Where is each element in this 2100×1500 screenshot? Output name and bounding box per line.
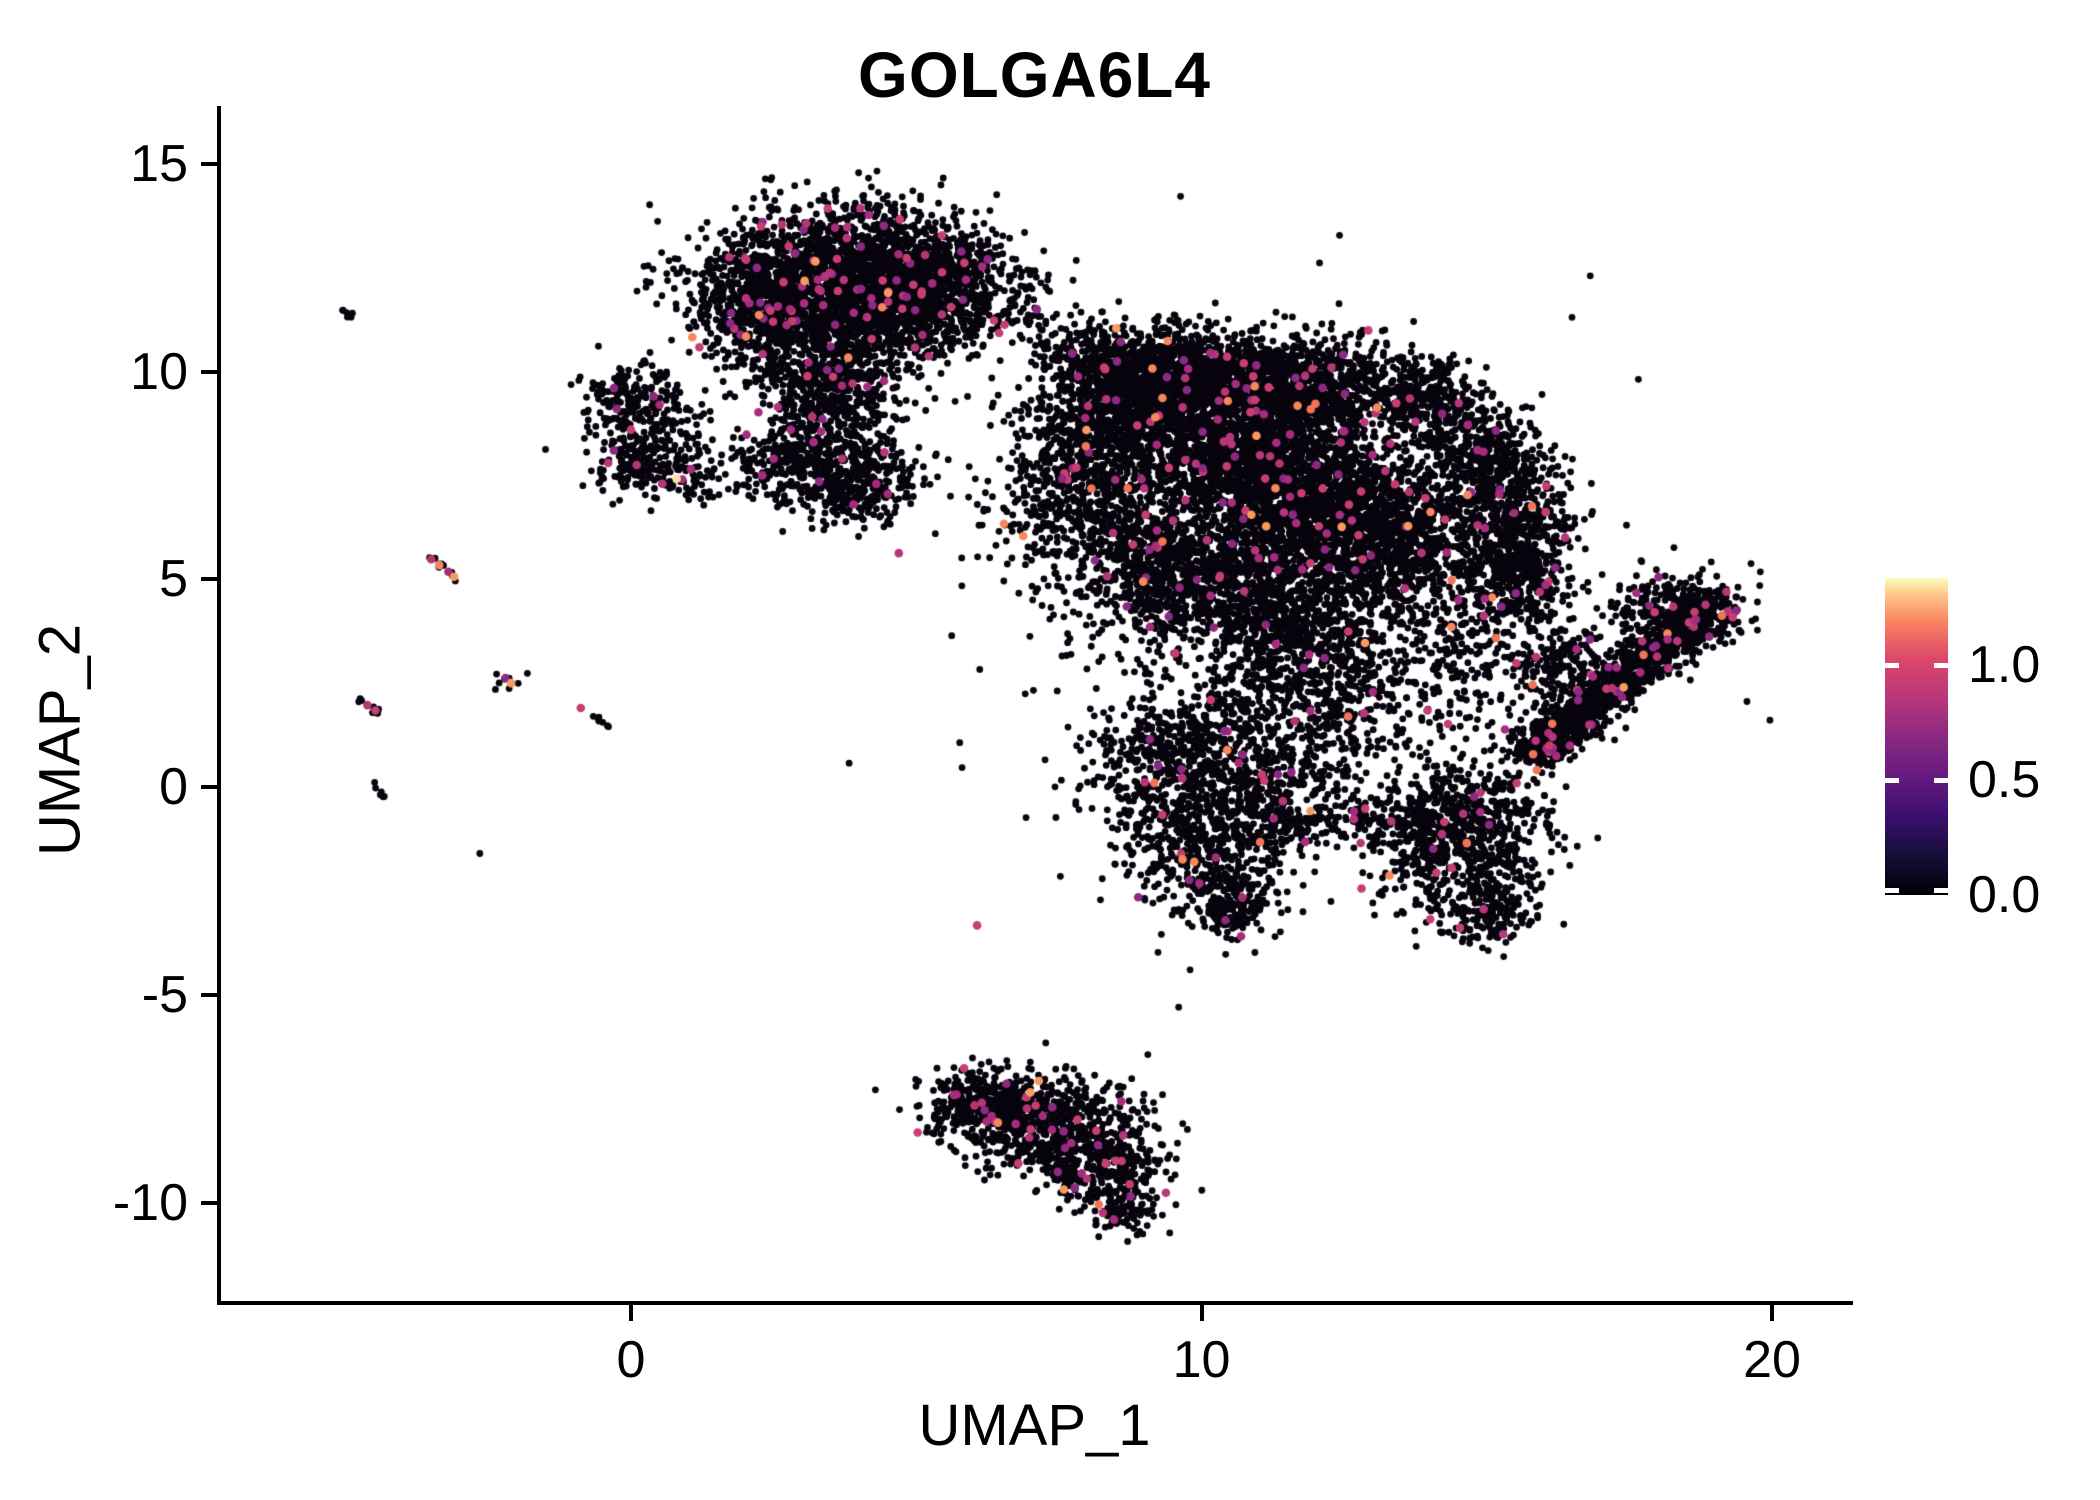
- x-tick-label: 10: [1172, 1331, 1231, 1389]
- y-tick-mark: [201, 369, 217, 374]
- y-tick-label: 5: [159, 550, 188, 609]
- colorbar-tick-mark: [1934, 663, 1948, 668]
- y-tick-label: 10: [130, 342, 188, 401]
- x-tick-label: 0: [616, 1331, 646, 1389]
- colorbar-tick-mark: [1934, 778, 1948, 783]
- colorbar-tick-mark: [1885, 778, 1899, 783]
- colorbar-tick-mark: [1934, 888, 1948, 893]
- y-tick-mark: [201, 1200, 217, 1205]
- y-tick-mark: [201, 577, 217, 582]
- y-tick-label: -10: [112, 1173, 188, 1232]
- colorbar-tick-mark: [1885, 888, 1899, 893]
- colorbar: [1885, 578, 1948, 895]
- x-axis-label: UMAP_1: [918, 1393, 1151, 1458]
- y-axis-line: [217, 106, 221, 1305]
- colorbar-tick-mark: [1885, 663, 1899, 668]
- x-tick-mark: [629, 1305, 633, 1321]
- x-tick-mark: [1199, 1305, 1204, 1321]
- x-axis-line: [217, 1301, 1853, 1305]
- y-tick-label: -5: [141, 965, 188, 1024]
- x-tick-label: 20: [1743, 1331, 1801, 1389]
- y-tick-mark: [201, 785, 217, 789]
- y-tick-label: 0: [159, 758, 188, 816]
- x-tick-mark: [1770, 1305, 1774, 1321]
- colorbar-gradient: [1885, 578, 1948, 895]
- colorbar-tick-label: 0.0: [1968, 866, 2041, 924]
- y-axis-label: UMAP_2: [27, 623, 93, 857]
- colorbar-tick-label: 1.0: [1968, 636, 2041, 694]
- colorbar-tick-label: 0.5: [1968, 751, 2041, 809]
- y-tick-mark: [201, 992, 217, 997]
- y-tick-mark: [201, 161, 217, 166]
- y-tick-label: 15: [130, 134, 188, 193]
